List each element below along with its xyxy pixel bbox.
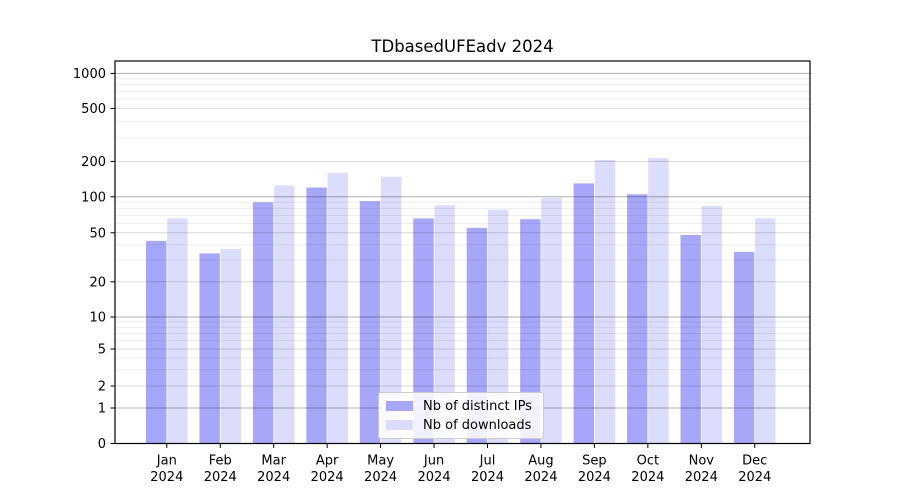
legend-item-downloads: Nb of downloads	[386, 418, 543, 433]
x-tick-label-month: Sep	[582, 454, 607, 469]
y-tick-label: 1000	[73, 67, 106, 82]
bar-distinct-ips-aug	[520, 219, 541, 444]
x-tick-label-year: 2024	[364, 470, 397, 485]
y-tick-label: 10	[89, 311, 106, 326]
bar-downloads-dec	[755, 218, 776, 444]
x-tick-label-year: 2024	[578, 470, 611, 485]
x-tick-label-month: Mar	[261, 454, 286, 469]
bar-downloads-nov	[701, 205, 723, 444]
y-tick-label: 100	[81, 190, 106, 205]
bar-distinct-ips-jun	[413, 218, 434, 444]
legend: Nb of distinct IPs Nb of downloads	[378, 392, 544, 439]
legend-label-distinct-ips: Nb of distinct IPs	[423, 398, 532, 414]
bar-downloads-sep	[594, 159, 616, 444]
y-tick-label: 20	[89, 275, 106, 290]
x-tick-label-month: Feb	[209, 454, 232, 469]
x-tick-label-year: 2024	[738, 470, 771, 485]
bar-distinct-ips-feb	[199, 253, 220, 444]
legend-swatch-distinct-ips	[386, 401, 413, 411]
x-tick-label-month: Nov	[689, 454, 715, 469]
y-tick-label: 0	[98, 437, 106, 452]
y-tick-label: 5	[98, 343, 106, 358]
x-tick-label-month: Dec	[742, 454, 767, 469]
x-tick-label-year: 2024	[311, 470, 344, 485]
x-tick-label-month: May	[367, 454, 394, 469]
bar-downloads-apr	[327, 172, 348, 444]
bar-distinct-ips-sep	[573, 183, 594, 444]
legend-swatch-downloads	[386, 420, 413, 430]
bar-downloads-jan	[167, 218, 188, 444]
bar-downloads-aug	[541, 197, 562, 444]
bar-distinct-ips-oct	[627, 194, 648, 444]
x-tick-label-month: Jul	[479, 454, 496, 469]
x-tick-label-year: 2024	[524, 470, 557, 485]
bar-distinct-ips-nov	[680, 234, 701, 444]
x-tick-label-year: 2024	[471, 470, 504, 485]
legend-label-downloads: Nb of downloads	[423, 417, 532, 433]
bar-distinct-ips-may	[359, 201, 381, 444]
y-tick-label: 2	[98, 380, 106, 395]
x-tick-label-month: Aug	[528, 454, 553, 469]
chart-title: TDbasedUFEadv 2024	[371, 37, 554, 56]
bar-downloads-jun	[434, 205, 455, 444]
bar-distinct-ips-jan	[146, 240, 167, 444]
bar-downloads-oct	[648, 158, 669, 444]
x-tick-label-year: 2024	[685, 470, 718, 485]
y-tick-label: 200	[81, 155, 106, 170]
x-tick-label-month: Oct	[637, 454, 659, 469]
x-tick-label-year: 2024	[257, 470, 290, 485]
bar-distinct-ips-mar	[252, 202, 274, 444]
bar-downloads-may	[381, 176, 402, 444]
bar-distinct-ips-apr	[306, 187, 327, 444]
bar-distinct-ips-dec	[733, 251, 755, 444]
x-tick-label-month: Jun	[423, 454, 444, 469]
plot-border	[114, 60, 811, 445]
x-tick-label-year: 2024	[150, 470, 183, 485]
x-tick-label-month: Jan	[156, 454, 177, 469]
bar-downloads-jul	[487, 209, 509, 444]
x-tick-label-year: 2024	[418, 470, 451, 485]
legend-item-distinct-ips: Nb of distinct IPs	[386, 399, 543, 414]
x-tick-label-year: 2024	[204, 470, 237, 485]
x-tick-label-month: Apr	[316, 454, 339, 469]
y-tick-label: 50	[89, 226, 106, 241]
x-tick-label-year: 2024	[631, 470, 664, 485]
bar-distinct-ips-jul	[466, 227, 488, 444]
y-tick-label: 1	[98, 402, 106, 417]
bar-downloads-mar	[274, 185, 295, 444]
bar-downloads-feb	[220, 248, 242, 444]
y-tick-label: 500	[81, 102, 106, 117]
